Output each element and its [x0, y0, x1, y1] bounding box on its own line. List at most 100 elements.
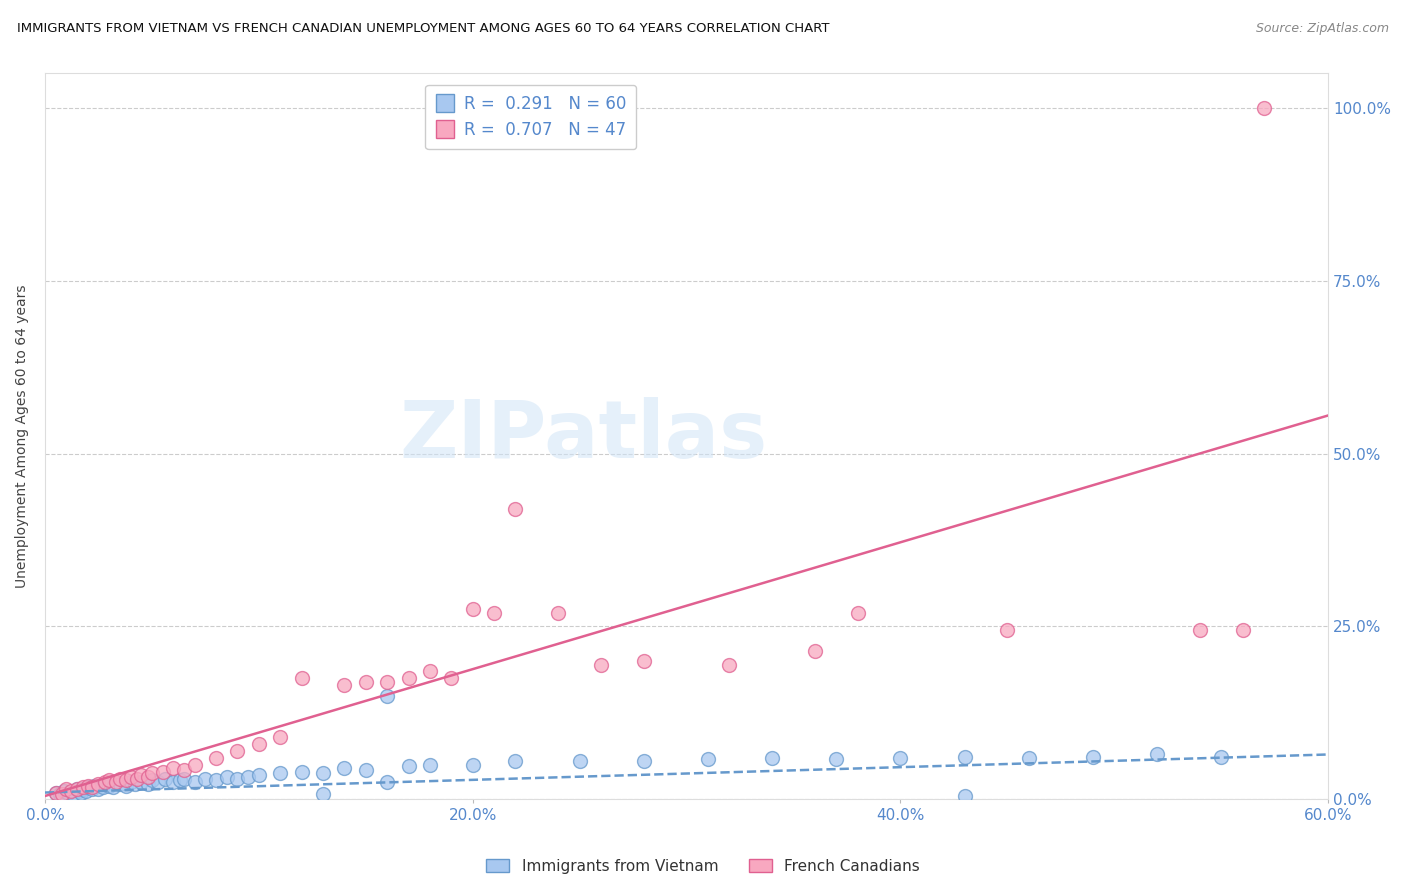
Point [98, 773, 121, 788]
Point [162, 761, 184, 775]
Point [72, 782, 94, 797]
Point [76, 780, 98, 794]
Point [91, 780, 114, 794]
Point [1146, 747, 1168, 762]
Point [291, 672, 314, 686]
Point [80, 782, 103, 797]
Point [51, 787, 73, 801]
Legend: Immigrants from Vietnam, French Canadians: Immigrants from Vietnam, French Canadian… [481, 853, 925, 880]
Point [1232, 623, 1254, 637]
Point [419, 665, 441, 679]
Point [568, 755, 591, 769]
Point [183, 757, 205, 772]
Point [482, 606, 505, 620]
Point [162, 775, 184, 789]
Point [59, 784, 82, 798]
Point [953, 789, 976, 803]
Point [761, 751, 783, 765]
Point [115, 779, 138, 793]
Point [461, 602, 484, 616]
Point [1081, 749, 1104, 764]
Point [375, 775, 398, 789]
Point [247, 768, 270, 782]
Point [103, 780, 125, 794]
Point [83, 779, 105, 793]
Point [1253, 101, 1275, 115]
Point [205, 773, 228, 788]
Point [953, 749, 976, 764]
Point [94, 775, 117, 789]
Point [45, 785, 67, 799]
Point [697, 752, 720, 766]
Point [87, 777, 110, 791]
Point [718, 657, 741, 672]
Point [236, 770, 259, 784]
Point [194, 772, 217, 786]
Point [173, 764, 195, 778]
Point [148, 775, 170, 789]
Point [205, 751, 228, 765]
Point [398, 759, 420, 773]
Point [75, 784, 97, 798]
Text: ZIPatlas: ZIPatlas [399, 397, 768, 475]
Point [108, 772, 131, 786]
Point [152, 764, 174, 779]
Point [547, 606, 569, 620]
Point [846, 606, 869, 620]
Point [72, 780, 94, 794]
Point [419, 757, 441, 772]
Point [804, 643, 827, 657]
Point [440, 672, 463, 686]
Point [1211, 749, 1233, 764]
Point [215, 770, 238, 784]
Point [825, 752, 848, 766]
Point [120, 775, 142, 789]
Point [136, 770, 159, 784]
Point [247, 737, 270, 751]
Point [87, 782, 110, 797]
Point [129, 775, 152, 789]
Point [312, 766, 335, 780]
Point [226, 772, 249, 786]
Point [58, 785, 80, 799]
Point [125, 772, 148, 786]
Point [633, 755, 655, 769]
Point [375, 674, 398, 689]
Point [136, 777, 159, 791]
Point [141, 766, 163, 780]
Point [67, 784, 90, 798]
Point [120, 770, 142, 784]
Point [375, 689, 398, 703]
Point [49, 787, 72, 801]
Point [66, 782, 89, 797]
Point [354, 764, 377, 778]
Legend: R =  0.291   N = 60, R =  0.707   N = 47: R = 0.291 N = 60, R = 0.707 N = 47 [426, 85, 636, 149]
Point [66, 782, 89, 797]
Point [333, 678, 356, 692]
Y-axis label: Unemployment Among Ages 60 to 64 years: Unemployment Among Ages 60 to 64 years [15, 285, 30, 588]
Text: Source: ZipAtlas.com: Source: ZipAtlas.com [1256, 22, 1389, 36]
Point [505, 755, 527, 769]
Point [333, 761, 356, 775]
Point [115, 773, 138, 788]
Text: IMMIGRANTS FROM VIETNAM VS FRENCH CANADIAN UNEMPLOYMENT AMONG AGES 60 TO 64 YEAR: IMMIGRANTS FROM VIETNAM VS FRENCH CANADI… [17, 22, 830, 36]
Point [995, 623, 1018, 637]
Point [124, 777, 146, 791]
Point [1018, 751, 1040, 765]
Point [141, 773, 163, 788]
Point [183, 775, 205, 789]
Point [269, 730, 291, 744]
Point [889, 751, 911, 765]
Point [226, 744, 249, 758]
Point [1188, 623, 1211, 637]
Point [104, 775, 127, 789]
Point [108, 777, 131, 791]
Point [129, 768, 152, 782]
Point [354, 674, 377, 689]
Point [398, 672, 420, 686]
Point [633, 654, 655, 668]
Point [62, 787, 84, 801]
Point [589, 657, 612, 672]
Point [80, 780, 103, 794]
Point [76, 779, 98, 793]
